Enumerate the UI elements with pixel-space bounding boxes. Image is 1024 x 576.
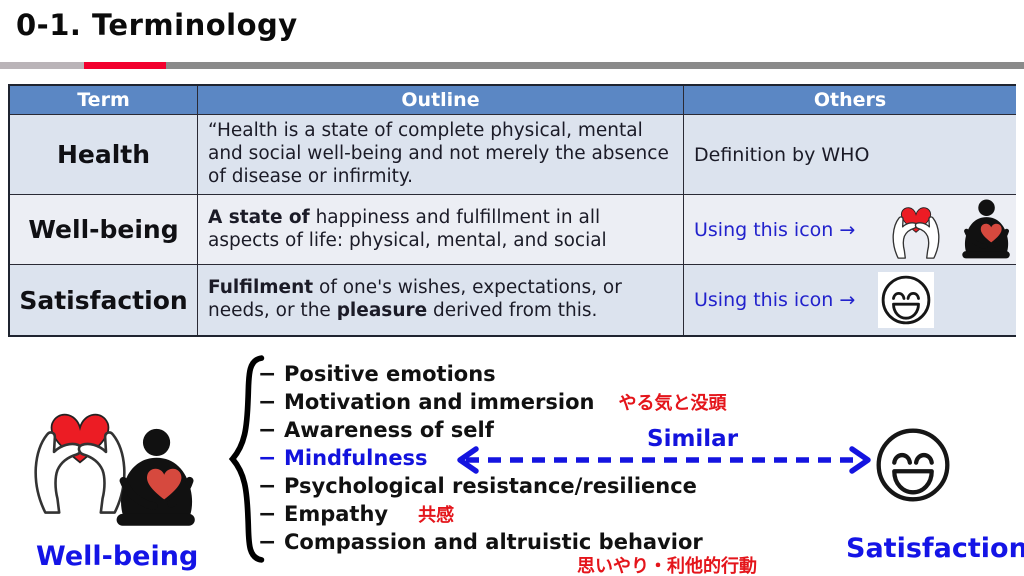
rule-segment-light [0, 62, 84, 69]
satisfaction-outline-bold2: pleasure [336, 300, 428, 321]
bullet-item: − Psychological resistance/resilience [258, 472, 726, 500]
others-cell-satisfaction: Using this icon → [684, 265, 1016, 335]
wellbeing-label: Well-being [36, 541, 199, 572]
hands-holding-heart-icon [884, 201, 948, 259]
bullet-item: − Awareness of self [258, 416, 726, 444]
outline-cell-satisfaction: Fulfilment of one's wishes, expectations… [198, 265, 684, 335]
bullet-item: − Empathy 共感 [258, 500, 726, 528]
laughing-smiley-icon [874, 426, 952, 504]
using-icon-link-wellbeing: Using this icon → [694, 218, 856, 241]
others-cell-wellbeing: Using this icon → [684, 195, 1016, 265]
bullet-label: Awareness of self [284, 418, 494, 442]
satisfaction-outline-bold1: Fulfilment [208, 277, 314, 299]
bullet-dash: − [258, 473, 277, 499]
table-header-term: Term [10, 86, 198, 115]
slide-title: 0-1. Terminology [16, 8, 298, 42]
health-others-text: Definition by WHO [694, 143, 870, 166]
wellbeing-icons [884, 199, 1012, 261]
smiley-icon-box [878, 272, 934, 328]
term-cell-wellbeing: Well-being [10, 195, 198, 265]
bullet-label: Motivation and immersion [284, 390, 595, 414]
similar-arrow [457, 446, 871, 474]
term-cell-satisfaction: Satisfaction [10, 265, 198, 335]
annotation-empathy: 共感 [418, 505, 455, 526]
rule-segment-gray [166, 62, 1024, 69]
satisfaction-outline-end: derived from this. [427, 300, 598, 321]
laughing-smiley-icon [880, 274, 932, 326]
others-cell-health: Definition by WHO [684, 115, 1016, 195]
curly-brace [228, 355, 265, 563]
health-outline-text: “Health is a state of complete physical,… [208, 120, 669, 187]
table-header-outline: Outline [198, 86, 684, 115]
outline-cell-health: “Health is a state of complete physical,… [198, 115, 684, 195]
annotation-compassion: 思いやり・利他的行動 [577, 556, 757, 576]
satisfaction-label: Satisfaction [846, 533, 1024, 564]
person-hugging-heart-icon [110, 428, 198, 530]
bullet-item: − Positive emotions [258, 360, 726, 388]
rule-segment-red [84, 62, 166, 69]
bullet-label: Positive emotions [284, 362, 496, 386]
wellbeing-outline-bold: A state of [208, 206, 310, 228]
wellbeing-outline-rest: happiness and fulfillment in all aspects… [208, 206, 607, 251]
terminology-table: Term Outline Others Health “Health is a … [8, 84, 1016, 337]
term-cell-health: Health [10, 115, 198, 195]
table-header-others: Others [684, 86, 1016, 115]
bullet-dash: − [258, 445, 277, 471]
satisfaction-outline-mid: of one's wishes, expectations, or needs,… [208, 277, 622, 321]
annotation-motivation: やる気と没頭 [618, 393, 727, 414]
bullet-label: Compassion and altruistic behavior [284, 530, 703, 554]
bullet-label: Empathy [284, 502, 389, 526]
bullet-dash: − [258, 501, 277, 527]
bullet-list: − Positive emotions − Motivation and imm… [258, 360, 726, 556]
bullet-label: Psychological resistance/resilience [284, 474, 697, 498]
bullet-dash: − [258, 529, 277, 555]
bullet-item: − Motivation and immersion やる気と没頭 [258, 388, 726, 416]
bullet-dash: − [258, 361, 277, 387]
bullet-dash: − [258, 389, 277, 415]
title-rule [0, 62, 1024, 69]
bullet-dash: − [258, 417, 277, 443]
using-icon-link-satisfaction: Using this icon → [694, 289, 856, 311]
bullet-label: Mindfulness [284, 446, 428, 470]
bullet-item-mindfulness: − Mindfulness [258, 444, 726, 472]
person-hugging-heart-icon [958, 199, 1012, 261]
similar-label: Similar [647, 426, 739, 452]
bullet-item: − Compassion and altruistic behavior [258, 528, 726, 556]
outline-cell-wellbeing: A state of happiness and fulfillment in … [198, 195, 684, 265]
